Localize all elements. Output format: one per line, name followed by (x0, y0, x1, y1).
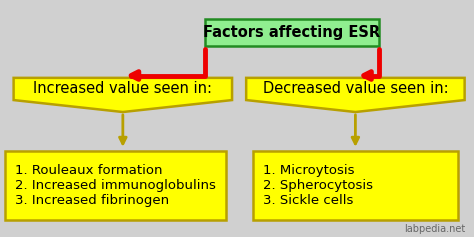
Text: labpedia.net: labpedia.net (404, 224, 466, 234)
FancyBboxPatch shape (205, 19, 379, 46)
Text: 1. Rouleaux formation
2. Increased immunoglobulins
3. Increased fibrinogen: 1. Rouleaux formation 2. Increased immun… (15, 164, 216, 207)
Polygon shape (14, 78, 232, 112)
Text: Increased value seen in:: Increased value seen in: (33, 82, 212, 96)
Text: Decreased value seen in:: Decreased value seen in: (263, 82, 448, 96)
Text: 1. Microytosis
2. Spherocytosis
3. Sickle cells: 1. Microytosis 2. Spherocytosis 3. Sickl… (263, 164, 373, 207)
FancyBboxPatch shape (253, 151, 457, 220)
FancyBboxPatch shape (5, 151, 226, 220)
Polygon shape (246, 78, 465, 112)
Text: Factors affecting ESR: Factors affecting ESR (203, 25, 381, 40)
